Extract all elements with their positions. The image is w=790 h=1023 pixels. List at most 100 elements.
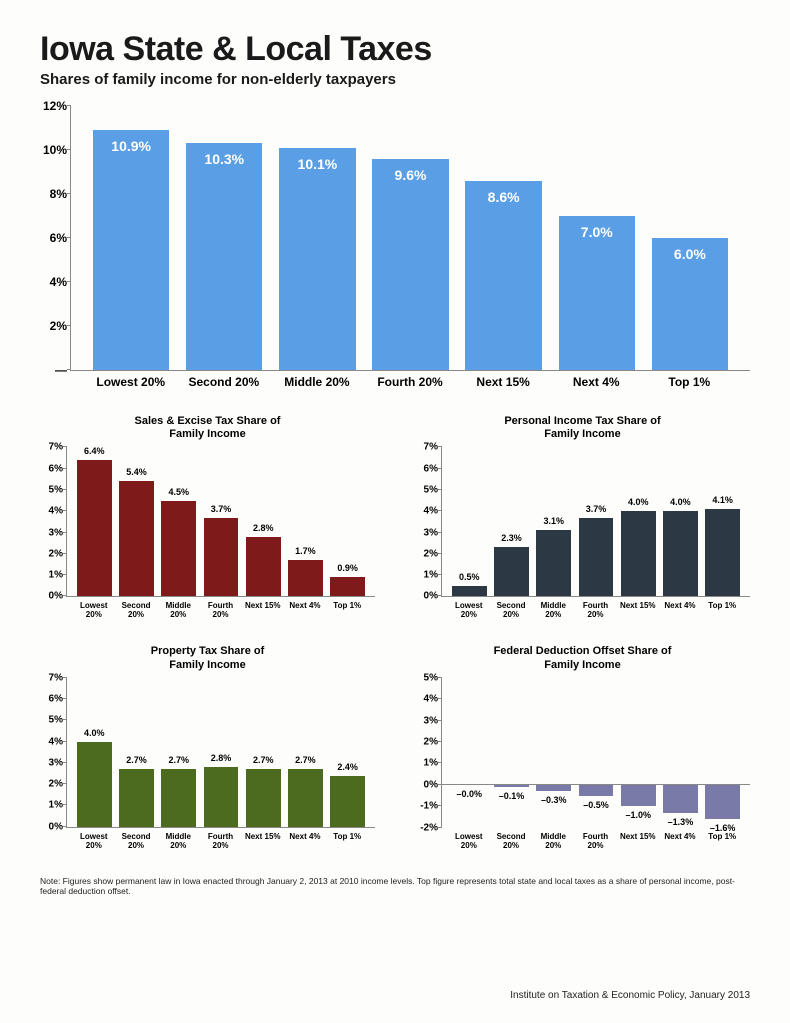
bar: 3.7%: [204, 518, 239, 597]
x-axis-label: Top 1%: [701, 832, 743, 850]
bar: 10.3%: [186, 143, 262, 370]
bar-value-label: –0.3%: [536, 795, 571, 805]
bar-value-label: 2.7%: [119, 755, 154, 765]
x-axis-label: Fourth 20%: [574, 832, 616, 850]
bar: –0.1%: [494, 785, 529, 787]
y-tick-label: 3%: [424, 715, 438, 726]
bar-value-label: 2.7%: [288, 755, 323, 765]
bar-value-label: 2.7%: [246, 755, 281, 765]
y-tick-label: 1%: [424, 758, 438, 769]
footnote: Note: Figures show permanent law in Iowa…: [40, 876, 750, 896]
small-chart-1: Personal Income Tax Share ofFamily Incom…: [415, 415, 750, 619]
bar-value-label: –0.5%: [579, 800, 614, 810]
small-chart-3: Federal Deduction Offset Share ofFamily …: [415, 645, 750, 849]
bar: 6.0%: [652, 238, 728, 370]
x-axis-label: Second 20%: [115, 601, 157, 619]
y-tick-label: 4%: [49, 506, 63, 517]
bar-value-label: 1.7%: [288, 546, 323, 556]
bar-value-label: 4.5%: [161, 487, 196, 497]
y-tick-label: 5%: [49, 715, 63, 726]
bar: –0.5%: [579, 785, 614, 796]
bar-value-label: 4.0%: [663, 497, 698, 507]
bar: 6.4%: [77, 460, 112, 596]
x-axis-label: Fourth 20%: [363, 375, 456, 389]
bar-value-label: 5.4%: [119, 467, 154, 477]
bar: 2.8%: [204, 767, 239, 827]
x-axis-label: Lowest 20%: [448, 832, 490, 850]
x-axis-label: Second 20%: [177, 375, 270, 389]
attribution: Institute on Taxation & Economic Policy,…: [510, 990, 750, 1001]
x-axis-label: Lowest 20%: [84, 375, 177, 389]
bar-value-label: 10.1%: [279, 156, 355, 172]
x-axis-label: Middle 20%: [532, 832, 574, 850]
bar-value-label: –1.0%: [621, 810, 656, 820]
y-tick-label: 12%: [43, 99, 67, 113]
bar: 9.6%: [372, 159, 448, 370]
x-axis-label: Second 20%: [490, 601, 532, 619]
y-tick-label: 2%: [49, 548, 63, 559]
y-tick-label: 6%: [50, 231, 67, 245]
bar-value-label: 9.6%: [372, 167, 448, 183]
bar-value-label: –1.3%: [663, 817, 698, 827]
y-tick-label: 7%: [49, 672, 63, 683]
x-axis-label: Second 20%: [115, 832, 157, 850]
chart-title: Federal Deduction Offset Share ofFamily …: [415, 645, 750, 671]
small-chart-0: Sales & Excise Tax Share ofFamily Income…: [40, 415, 375, 619]
x-axis-label: Next 4%: [659, 832, 701, 850]
x-axis-label: Fourth 20%: [574, 601, 616, 619]
y-tick-label: 6%: [49, 694, 63, 705]
y-tick-label: 4%: [424, 506, 438, 517]
bar-value-label: 2.7%: [161, 755, 196, 765]
x-axis-label: Top 1%: [701, 601, 743, 619]
x-axis-label: Top 1%: [643, 375, 736, 389]
bar-value-label: 8.6%: [465, 189, 541, 205]
page-title: Iowa State & Local Taxes: [40, 30, 750, 69]
bar-value-label: 6.0%: [652, 246, 728, 262]
y-tick-label: 5%: [424, 484, 438, 495]
bar-value-label: 6.4%: [77, 446, 112, 456]
y-tick-label: 1%: [49, 570, 63, 581]
x-axis-label: Next 4%: [550, 375, 643, 389]
x-axis-label: Middle 20%: [270, 375, 363, 389]
bar: 10.9%: [93, 130, 169, 370]
x-axis-label: Top 1%: [326, 601, 368, 619]
x-axis-label: Next 4%: [284, 832, 326, 850]
page-subtitle: Shares of family income for non-elderly …: [40, 71, 750, 88]
x-axis-label: Top 1%: [326, 832, 368, 850]
bar-value-label: –0.0%: [452, 789, 487, 799]
y-tick-label: 2%: [49, 779, 63, 790]
bar-value-label: 7.0%: [559, 224, 635, 240]
chart-title: Sales & Excise Tax Share ofFamily Income: [40, 415, 375, 441]
y-tick-label: —: [55, 363, 67, 377]
bar: 2.8%: [246, 537, 281, 597]
x-axis-label: Next 15%: [617, 601, 659, 619]
bar: 0.9%: [330, 577, 365, 596]
bar-value-label: 0.9%: [330, 563, 365, 573]
bar-value-label: 10.3%: [186, 151, 262, 167]
bar: –1.6%: [705, 785, 740, 819]
bar-value-label: –0.1%: [494, 791, 529, 801]
bar-value-label: 4.0%: [77, 728, 112, 738]
x-axis-label: Second 20%: [490, 832, 532, 850]
x-axis-label: Next 15%: [457, 375, 550, 389]
bar: 2.3%: [494, 547, 529, 596]
x-axis-label: Next 15%: [242, 601, 284, 619]
bar-value-label: 3.7%: [579, 504, 614, 514]
bar-value-label: 4.1%: [705, 495, 740, 505]
x-axis-label: Lowest 20%: [73, 832, 115, 850]
bar: 1.7%: [288, 560, 323, 596]
bar: 4.0%: [77, 742, 112, 827]
main-chart: —2%4%6%8%10%12% 10.9%10.3%10.1%9.6%8.6%7…: [40, 106, 750, 389]
y-tick-label: 1%: [49, 800, 63, 811]
bar: 4.0%: [663, 511, 698, 596]
bar: 2.4%: [330, 776, 365, 827]
bar: 4.5%: [161, 501, 196, 597]
bar-value-label: 3.1%: [536, 516, 571, 526]
y-tick-label: 8%: [50, 187, 67, 201]
bar: 5.4%: [119, 481, 154, 596]
x-axis-label: Next 4%: [659, 601, 701, 619]
bar: 4.0%: [621, 511, 656, 596]
bar: –0.3%: [536, 785, 571, 791]
chart-title: Property Tax Share ofFamily Income: [40, 645, 375, 671]
bar: 3.1%: [536, 530, 571, 596]
